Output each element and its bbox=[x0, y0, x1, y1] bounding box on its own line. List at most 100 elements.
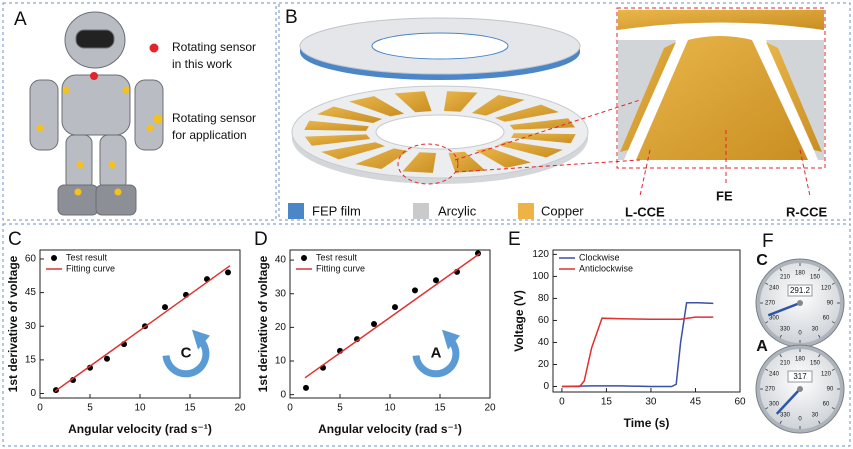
dial-tick bbox=[779, 420, 782, 424]
dial-tick bbox=[765, 282, 769, 285]
data-point bbox=[433, 277, 439, 284]
y-tick-label: 80 bbox=[538, 293, 550, 304]
zoom-label: FE bbox=[716, 188, 733, 203]
dial-tick bbox=[831, 368, 835, 371]
dial-label: 30 bbox=[812, 413, 819, 419]
copper-sector bbox=[349, 96, 405, 117]
dial-label: 0 bbox=[798, 417, 802, 423]
y-tick-label: 60 bbox=[25, 254, 37, 265]
copper-sector bbox=[471, 95, 525, 116]
y-axis-label: 1st derivative of voltage bbox=[256, 255, 270, 392]
data-line bbox=[561, 302, 714, 388]
legend-swatch bbox=[518, 203, 534, 219]
x-tick-label: 10 bbox=[384, 403, 396, 414]
legend-dot bbox=[149, 43, 159, 53]
dial-label: 210 bbox=[780, 275, 791, 281]
dial-label: 150 bbox=[810, 361, 821, 367]
legend-text: Anticlockwise bbox=[579, 263, 633, 273]
legend-text: Arcylic bbox=[438, 203, 477, 218]
panel-label: B bbox=[285, 7, 298, 28]
copper-sector bbox=[304, 120, 369, 131]
robot bbox=[29, 11, 164, 216]
dial-label: 300 bbox=[769, 316, 780, 322]
legend-marker bbox=[51, 255, 57, 261]
legend-text: Fitting curve bbox=[66, 263, 115, 273]
dial-label: 270 bbox=[765, 301, 776, 307]
legend-swatch bbox=[413, 203, 429, 219]
data-line bbox=[561, 316, 714, 388]
rotation-arrow bbox=[162, 337, 210, 378]
disc-hole bbox=[375, 114, 505, 150]
dial-tick bbox=[779, 354, 782, 358]
x-tick-label: 20 bbox=[484, 403, 496, 414]
x-tick-label: 5 bbox=[337, 403, 343, 414]
copper-sector bbox=[317, 106, 383, 123]
panel-label: A bbox=[14, 9, 27, 30]
panel-frame bbox=[2, 2, 277, 221]
rotation-arrowhead bbox=[442, 329, 460, 350]
rotation-arrowhead bbox=[192, 329, 210, 350]
dial-tick bbox=[779, 334, 782, 338]
y-tick-label: 120 bbox=[532, 249, 549, 260]
dial-label: 120 bbox=[821, 372, 832, 378]
x-tick-label: 5 bbox=[87, 403, 93, 414]
dial-label: 180 bbox=[795, 271, 806, 277]
dial-tick bbox=[831, 321, 835, 324]
legend-text: Rotating sensor bbox=[172, 111, 256, 125]
dial-label: 0 bbox=[798, 331, 802, 337]
dial-tick bbox=[765, 321, 769, 324]
y-tick-label: 20 bbox=[538, 359, 550, 370]
panel-frame bbox=[2, 223, 851, 447]
panel-label: D bbox=[254, 229, 268, 250]
legend-text: Fitting curve bbox=[316, 263, 365, 273]
bottom-disc bbox=[291, 85, 589, 184]
dial-label: 90 bbox=[827, 387, 834, 393]
panel-frame bbox=[278, 2, 851, 221]
y-tick-label: 0 bbox=[30, 388, 36, 399]
legend-text: FEP film bbox=[312, 203, 361, 218]
y-tick-label: 0 bbox=[543, 381, 549, 392]
dial-label: 60 bbox=[823, 316, 830, 322]
dial-tick bbox=[765, 407, 769, 410]
x-tick-label: 0 bbox=[559, 397, 565, 408]
y-tick-label: 30 bbox=[275, 288, 287, 299]
x-tick-label: 0 bbox=[37, 403, 43, 414]
reading-box bbox=[787, 284, 813, 297]
gauge-reading: 291.2 bbox=[790, 286, 811, 295]
gauge-hub bbox=[797, 386, 803, 392]
data-point bbox=[371, 321, 377, 327]
y-tick-label: 15 bbox=[25, 355, 37, 366]
y-tick-label: 100 bbox=[532, 271, 549, 282]
legend-text: in this work bbox=[172, 57, 233, 71]
zoom-frame bbox=[616, 7, 826, 169]
x-tick-label: 15 bbox=[601, 397, 613, 408]
legend-text: Copper bbox=[541, 203, 584, 218]
x-tick-label: 60 bbox=[734, 397, 746, 408]
gauge-label: C bbox=[756, 252, 768, 269]
y-axis-label: 1st derivative of voltage bbox=[6, 255, 20, 392]
x-tick-label: 15 bbox=[184, 403, 196, 414]
leader-lines bbox=[454, 99, 811, 197]
rotation-label: C bbox=[181, 345, 192, 362]
legend-text: Test result bbox=[316, 252, 358, 262]
copper-sector bbox=[443, 91, 478, 112]
data-point bbox=[104, 355, 110, 362]
highlight bbox=[397, 143, 459, 185]
x-tick-label: 30 bbox=[645, 397, 657, 408]
dial-label: 300 bbox=[769, 402, 780, 408]
y-tick-label: 60 bbox=[538, 315, 550, 326]
y-tick-label: 30 bbox=[25, 321, 37, 332]
zoom-label: L-CCE bbox=[625, 204, 665, 219]
copper-sector bbox=[321, 142, 385, 160]
copper-sector bbox=[497, 141, 563, 158]
copper-sector bbox=[355, 148, 409, 169]
copper-sector bbox=[402, 152, 437, 173]
y-tick-label: 45 bbox=[25, 287, 37, 298]
y-tick-label: 40 bbox=[538, 337, 550, 348]
copper-sector bbox=[511, 133, 576, 144]
legend-text: Rotating sensor bbox=[172, 40, 256, 54]
zoom-view bbox=[618, 10, 824, 160]
legend-dot bbox=[153, 114, 163, 124]
dial-label: 270 bbox=[765, 387, 776, 393]
